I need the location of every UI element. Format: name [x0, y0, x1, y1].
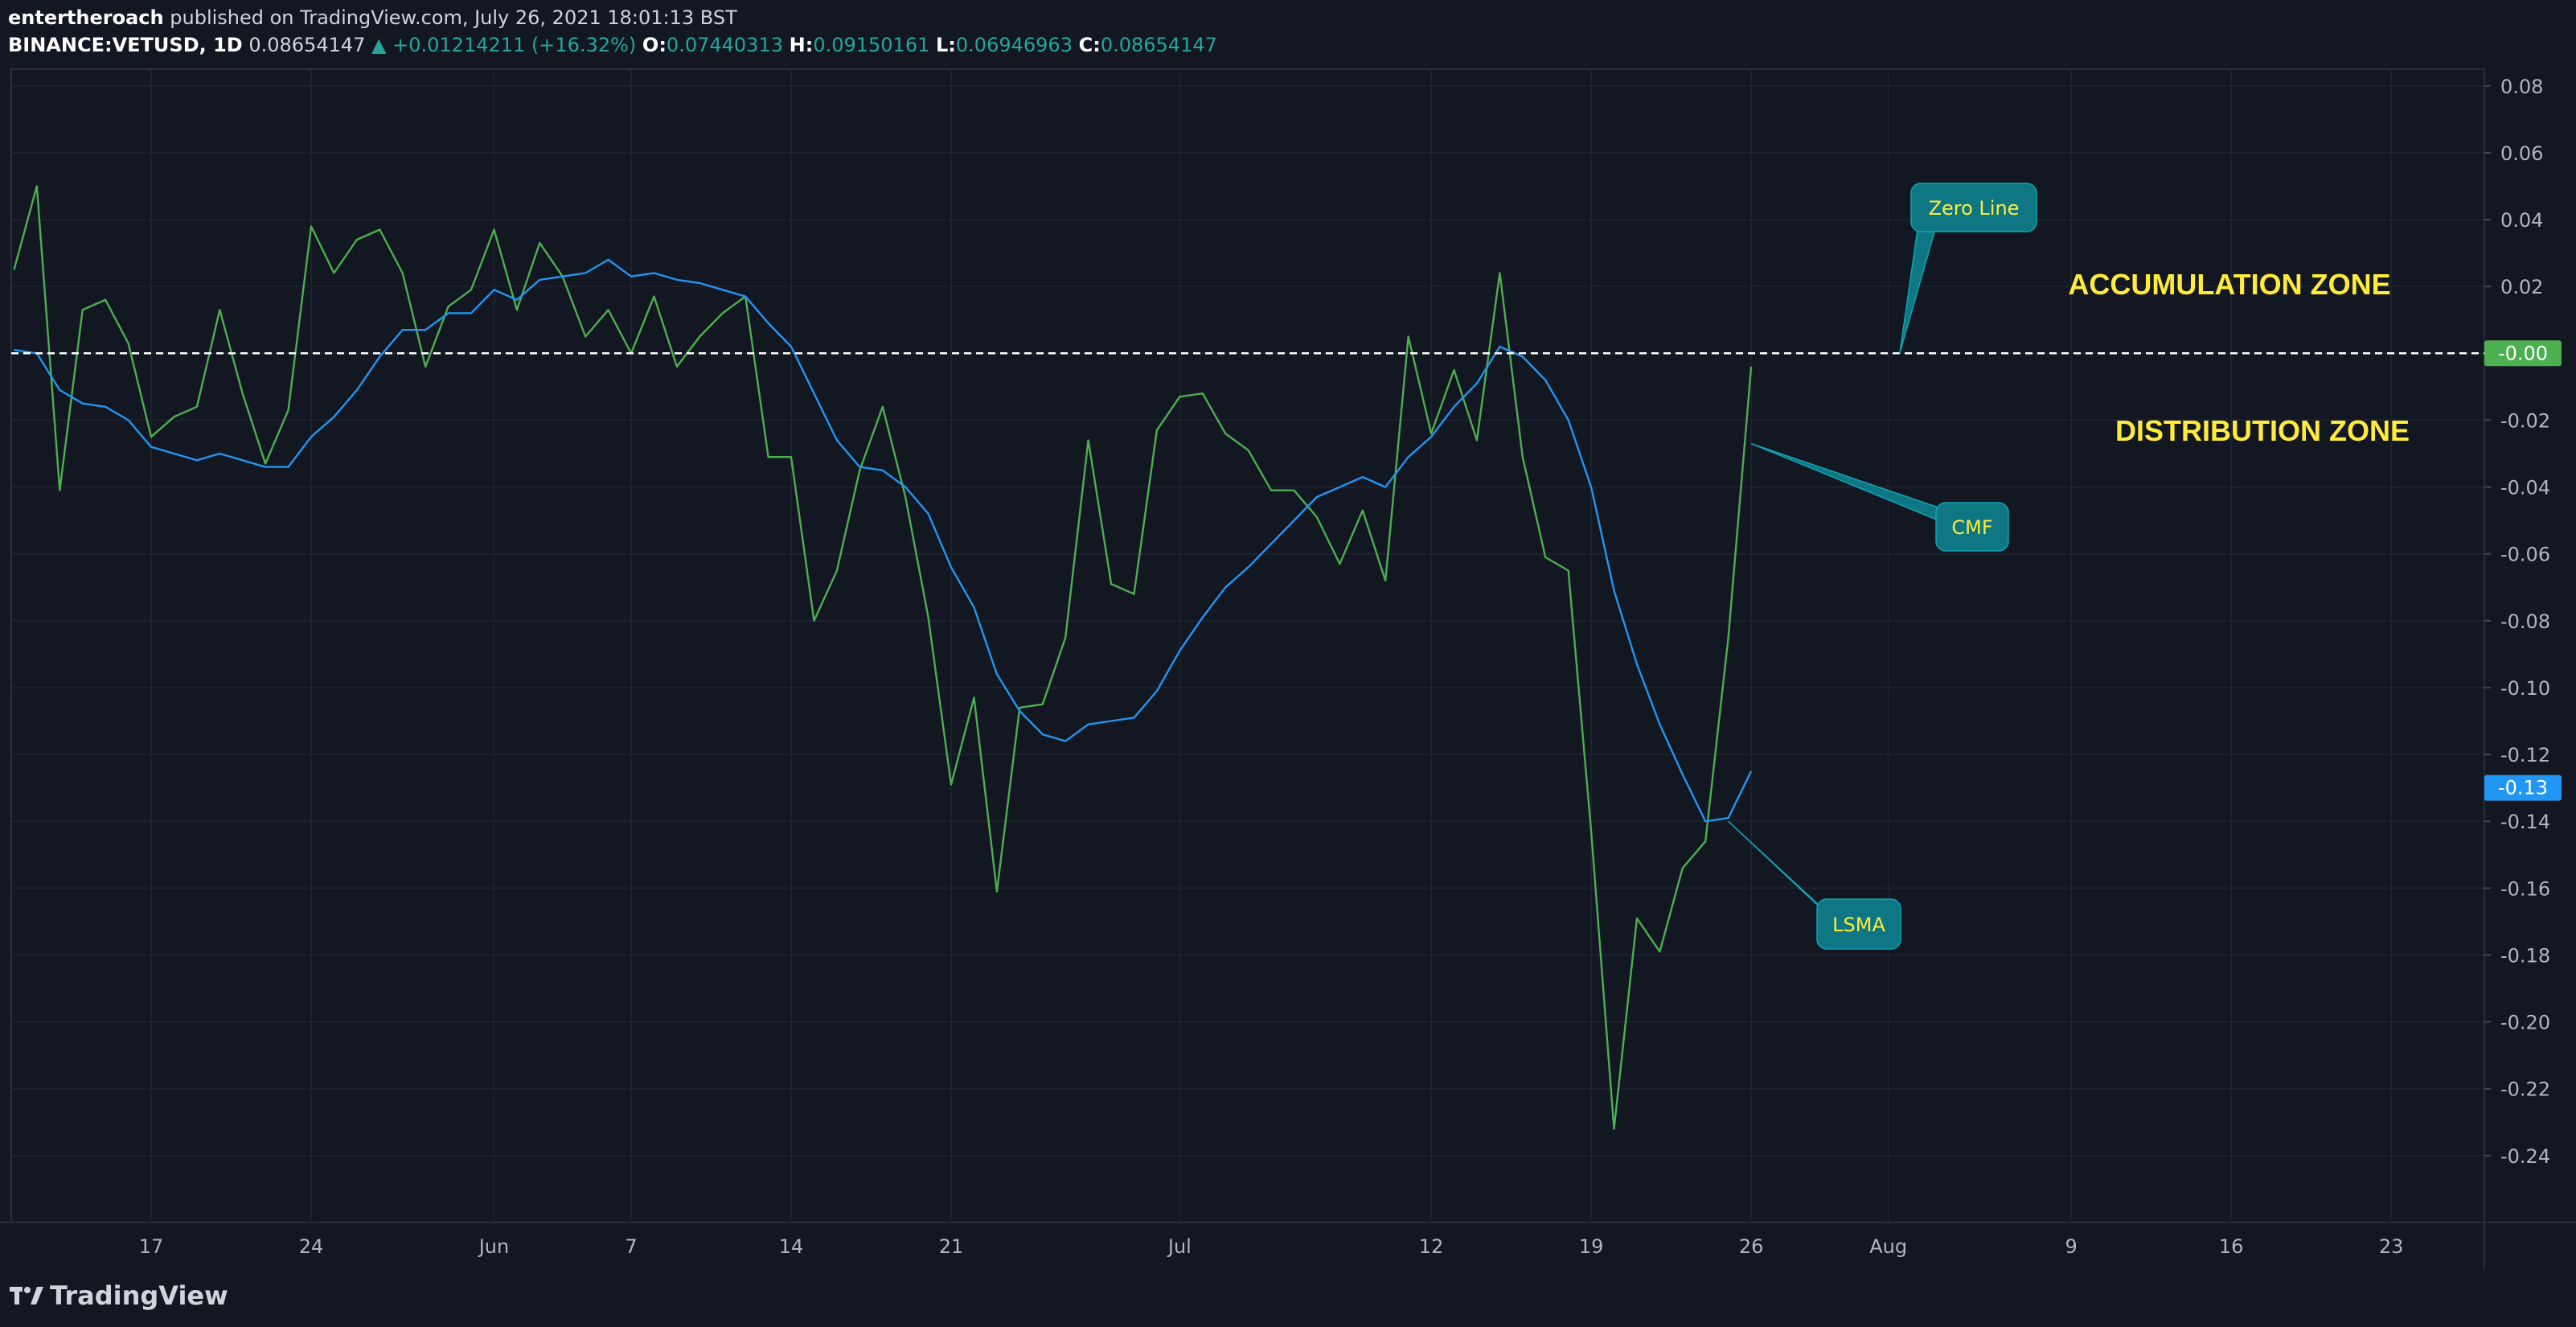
- tradingview-logo-icon: [10, 1287, 43, 1304]
- annotation-pointer: [1899, 228, 1936, 354]
- y-tick-label: -0.02: [2500, 409, 2550, 432]
- accumulation-zone-label: ACCUMULATION ZONE: [2068, 268, 2390, 301]
- annotation-pointer: [1750, 442, 1946, 524]
- tradingview-logo[interactable]: TradingView: [10, 1280, 228, 1311]
- x-tick-label: Jun: [478, 1235, 510, 1258]
- annotation-box: [1910, 183, 2037, 232]
- y-tick-label: -0.08: [2500, 610, 2550, 633]
- x-tick-label: 14: [779, 1235, 804, 1258]
- x-tick-label: 23: [2379, 1235, 2404, 1258]
- y-tick-label: -0.10: [2500, 677, 2550, 700]
- y-tick-label: -0.12: [2500, 744, 2550, 766]
- x-tick-label: 17: [139, 1235, 164, 1258]
- y-tick-label: 0.08: [2500, 76, 2543, 98]
- open-label: O:: [642, 34, 667, 56]
- symbol-label: BINANCE:VETUSD, 1D: [8, 34, 243, 56]
- close-value: 0.08654147: [1100, 34, 1217, 56]
- x-tick-label: 21: [939, 1235, 964, 1258]
- annotation-layer[interactable]: Zero Line CMF LSMA: [1728, 183, 2037, 950]
- high-label: H:: [789, 34, 814, 56]
- indicator-chart[interactable]: 0.080.060.040.020.00-0.02-0.04-0.06-0.08…: [0, 0, 2576, 1269]
- y-tick-label: -0.20: [2500, 1012, 2550, 1034]
- y-tick-label: 0.04: [2500, 209, 2543, 232]
- y-tick-label: -0.18: [2500, 944, 2550, 967]
- x-tick-label: 26: [1739, 1235, 1764, 1258]
- last-value-badge-label: -0.00: [2498, 342, 2548, 364]
- ohlc-legend: BINANCE:VETUSD, 1D 0.08654147 ▲ +0.01214…: [8, 34, 1217, 56]
- last-value-badge-label: -0.13: [2498, 777, 2548, 799]
- low-value: 0.06946963: [955, 34, 1073, 56]
- lsma-line: [14, 258, 1753, 823]
- plot-frame: [10, 68, 2485, 1223]
- x-tick-label: Aug: [1869, 1235, 1907, 1258]
- annotation-label: LSMA: [1832, 914, 1885, 936]
- y-tick-label: -0.06: [2500, 544, 2550, 566]
- last-value-badges: -0.00 -0.13: [2484, 340, 2562, 801]
- footer: TradingView: [0, 1269, 2576, 1327]
- x-tick-label: 12: [1419, 1235, 1444, 1258]
- series-lines: [13, 185, 1753, 1130]
- y-tick-label: -0.22: [2500, 1078, 2550, 1101]
- tradingview-logo-text: TradingView: [50, 1280, 228, 1311]
- chart-grid: [11, 69, 2484, 1222]
- high-value: 0.09150161: [813, 34, 930, 56]
- zone-labels: ACCUMULATION ZONE DISTRIBUTION ZONE: [2068, 268, 2410, 447]
- annotation-label: CMF: [1951, 516, 1992, 539]
- y-tick-label: -0.16: [2500, 877, 2550, 900]
- open-value: 0.07440313: [666, 34, 783, 56]
- x-tick-label: 9: [2065, 1235, 2077, 1258]
- x-tick-label: 19: [1579, 1235, 1604, 1258]
- y-tick-label: 0.02: [2500, 276, 2543, 298]
- low-label: L:: [936, 34, 956, 56]
- annotation-pointer: [1728, 820, 1831, 918]
- author-name[interactable]: entertheroach: [8, 6, 164, 29]
- cmf-line: [13, 185, 1753, 1130]
- price-scale[interactable]: 0.080.060.040.020.00-0.02-0.04-0.06-0.08…: [2484, 76, 2550, 1168]
- y-tick-label: 0.06: [2500, 142, 2543, 165]
- x-tick-label: 7: [625, 1235, 637, 1258]
- annotation-box: [1935, 502, 2009, 552]
- annotation-label: Zero Line: [1929, 197, 2020, 220]
- chart-header: entertheroach published on TradingView.c…: [0, 0, 2576, 69]
- last-value-badge: [2484, 340, 2562, 367]
- y-tick-label: -0.14: [2500, 811, 2550, 833]
- publish-info: entertheroach published on TradingView.c…: [8, 6, 737, 29]
- price-change: ▲ +0.01214211 (+16.32%): [371, 34, 637, 56]
- distribution-zone-label: DISTRIBUTION ZONE: [2115, 414, 2410, 447]
- y-tick-label: -0.24: [2500, 1145, 2550, 1168]
- x-tick-label: Jul: [1167, 1235, 1192, 1258]
- close-label: C:: [1078, 34, 1101, 56]
- last-value-badge: [2484, 774, 2562, 801]
- time-scale[interactable]: 17 24 Jun 7 14 21 Jul 12 19 26 Aug 9 16 23: [139, 1235, 2404, 1258]
- annotation-box: [1816, 898, 1901, 950]
- publish-text: published on TradingView.com, July 26, 2…: [170, 6, 737, 29]
- last-price: 0.08654147: [248, 34, 366, 56]
- y-tick-label: -0.04: [2500, 477, 2550, 499]
- x-tick-label: 16: [2219, 1235, 2244, 1258]
- x-tick-label: 24: [299, 1235, 324, 1258]
